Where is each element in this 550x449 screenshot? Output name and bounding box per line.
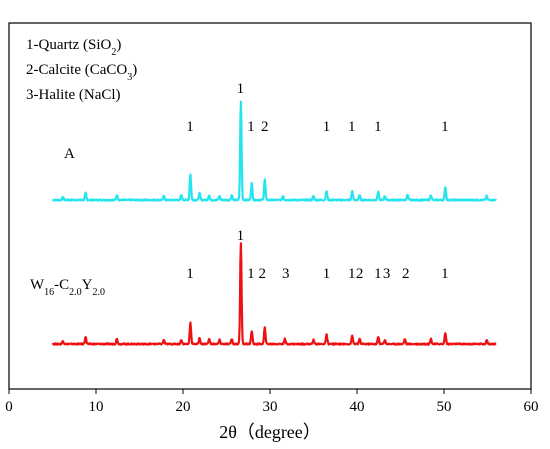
legend-entry: 1-Quartz (SiO2) <box>26 37 121 58</box>
peak-label: 1 <box>348 266 356 282</box>
peak-label: 1 <box>441 266 449 282</box>
x-tick-label: 50 <box>437 399 452 415</box>
x-tick-label: 60 <box>524 399 539 415</box>
peak-label: 1 <box>186 119 194 135</box>
x-tick-label: 30 <box>263 399 278 415</box>
peak-label: 2 <box>258 266 266 282</box>
series-line <box>51 100 497 202</box>
peak-label: 1 <box>323 266 331 282</box>
peak-label: 1 <box>237 228 245 244</box>
peak-label: 2 <box>356 266 364 282</box>
peak-label: 3 <box>383 266 391 282</box>
peak-label: 1 <box>247 119 255 135</box>
x-axis-title: 2θ（degree） <box>219 422 321 442</box>
legend-entry: 2-Calcite (CaCO3) <box>26 62 137 83</box>
peak-label: 1 <box>374 266 382 282</box>
x-axis: 0 10 20 30 40 50 60 <box>5 389 539 415</box>
series-label: W16-C2.0Y2.0 <box>30 277 105 298</box>
peak-label: 2 <box>261 119 269 135</box>
peak-label: 2 <box>402 266 410 282</box>
x-tick-label: 20 <box>176 399 191 415</box>
x-tick-label: 0 <box>5 399 13 415</box>
x-tick-label: 10 <box>89 399 104 415</box>
peak-label: 1 <box>186 266 194 282</box>
series: 111 2 1 1 1 1A <box>51 81 497 202</box>
peak-label: 1 <box>374 119 382 135</box>
peak-label: 1 <box>348 119 356 135</box>
series-line <box>51 242 497 346</box>
peak-label: 1 <box>323 119 331 135</box>
peak-label: 1 <box>247 266 255 282</box>
legend: 1-Quartz (SiO2) 2-Calcite (CaCO3) 3-Halite… <box>26 37 137 103</box>
x-tick-label: 40 <box>350 399 365 415</box>
peak-label: 1 <box>237 81 245 97</box>
legend-entry: 3-Halite (NaCl) <box>26 87 121 103</box>
series-label: A <box>64 146 75 162</box>
peak-label: 3 <box>282 266 290 282</box>
peak-label: 1 <box>441 119 449 135</box>
